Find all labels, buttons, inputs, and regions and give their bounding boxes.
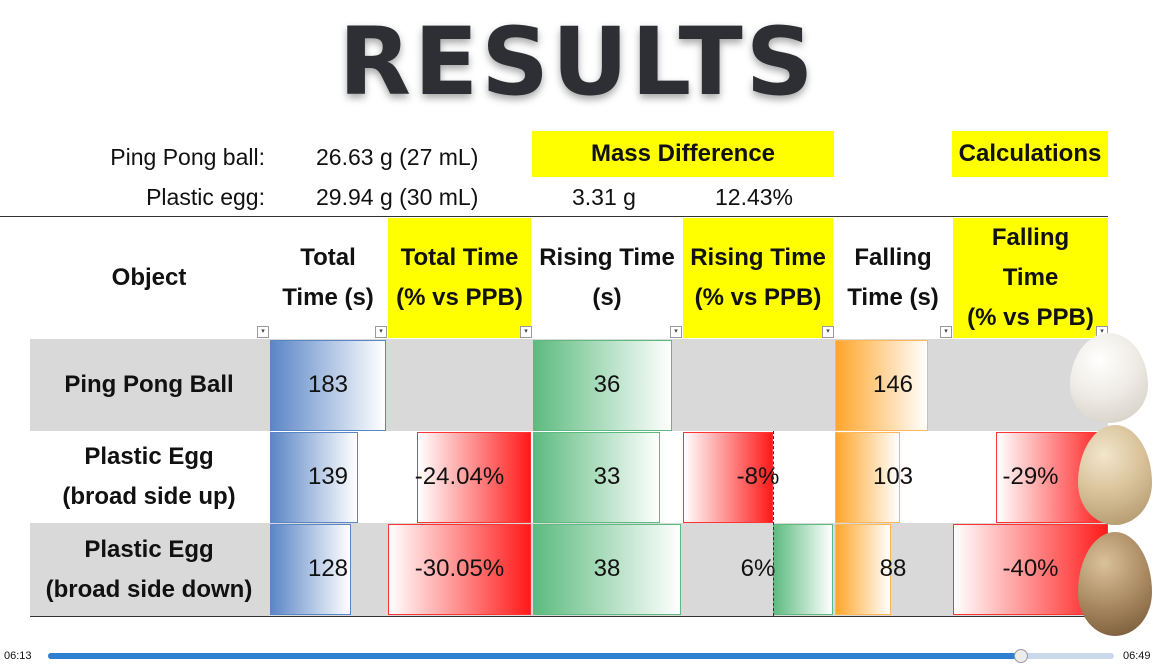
- total_pct-value: -30.05%: [414, 555, 505, 582]
- falling_pct-value: -29%: [1002, 463, 1059, 490]
- rising_pct-bar: [773, 524, 833, 615]
- header-falling-pct-line2: Time: [1002, 264, 1059, 291]
- plastic-egg-mass-value: 29.94 g (30 mL): [316, 184, 479, 210]
- seek-bar[interactable]: [48, 649, 1114, 663]
- total-value: 128: [307, 555, 349, 582]
- mass-difference-header: Mass Difference: [532, 131, 834, 177]
- seek-thumb[interactable]: [1014, 649, 1028, 663]
- divider-line: [0, 216, 1108, 217]
- object-sublabel: (broad side up): [62, 483, 236, 510]
- header-total-time-line1: Total: [300, 244, 356, 271]
- rising_pct-value: 6%: [740, 555, 776, 582]
- falling-bar: [835, 340, 928, 431]
- rising-bar: [533, 524, 681, 615]
- header-total-pct-line2: (% vs PPB): [396, 284, 523, 311]
- total-value: 139: [307, 463, 349, 490]
- falling_pct-value: -40%: [1002, 555, 1059, 582]
- header-falling-pct-line1: Falling: [991, 224, 1070, 251]
- falling-bar: [835, 432, 900, 523]
- object-cell-ping-pong: Ping Pong Ball: [30, 339, 268, 431]
- total_pct-bar: [417, 432, 531, 523]
- slide-title: RESULTS: [338, 8, 817, 117]
- header-total-time-line2: Time (s): [282, 284, 374, 311]
- object-sublabel: (broad side down): [45, 575, 253, 603]
- rising-value: 33: [593, 463, 621, 490]
- falling-value: 146: [872, 371, 914, 398]
- total_pct-value: -24.04%: [414, 463, 505, 490]
- ping-pong-ball-image: [1070, 333, 1148, 423]
- falling-bar: [835, 524, 891, 615]
- header-rising-pct-line2: (% vs PPB): [694, 284, 822, 311]
- plastic-egg-image-up: [1078, 425, 1152, 525]
- header-total-pct: Total Time (% vs PPB): [388, 218, 531, 338]
- total_pct-bar: [388, 524, 531, 615]
- object-cell-egg-up: Plastic Egg (broad side up): [30, 431, 268, 523]
- rising-bar: [533, 432, 660, 523]
- table-bottom-line: [30, 616, 1108, 617]
- header-rising-time-line2: (s): [592, 284, 622, 311]
- plastic-egg-mass-label: Plastic egg:: [146, 184, 265, 210]
- total-bar: [270, 524, 351, 615]
- object-label: Plastic Egg: [84, 443, 214, 470]
- header-rising-pct-line1: Rising Time: [690, 244, 826, 271]
- header-total-time: Total Time (s): [270, 218, 386, 338]
- rising_pct-value: -8%: [736, 463, 780, 490]
- object-cell-egg-down: Plastic Egg (broad side down): [30, 523, 268, 616]
- object-label: Ping Pong Ball: [64, 371, 234, 398]
- seek-bar-progress: [48, 653, 1020, 659]
- header-falling-time-line1: Falling: [854, 244, 932, 271]
- falling-value: 103: [872, 463, 914, 490]
- total-value: 183: [307, 371, 349, 398]
- ping-pong-mass-label: Ping Pong ball:: [110, 144, 265, 170]
- filter-dropdown-total-pct[interactable]: ▾: [520, 326, 532, 338]
- rising-value: 38: [593, 555, 621, 582]
- header-total-pct-line1: Total Time: [400, 244, 519, 271]
- header-falling-time-line2: Time (s): [847, 284, 939, 311]
- rising-pct-axis: [773, 431, 775, 616]
- mass-difference-percent: 12.43%: [715, 184, 794, 210]
- total-bar: [270, 432, 358, 523]
- filter-dropdown-falling-time[interactable]: ▾: [940, 326, 952, 338]
- filter-dropdown-object[interactable]: ▾: [257, 326, 269, 338]
- header-rising-time-line1: Rising Time: [539, 244, 675, 271]
- rising-value: 36: [593, 371, 621, 398]
- filter-dropdown-total-time[interactable]: ▾: [375, 326, 387, 338]
- rising-bar: [533, 340, 672, 431]
- rising_pct-bar: [683, 432, 773, 523]
- filter-dropdown-rising-pct[interactable]: ▾: [822, 326, 834, 338]
- header-falling-time: Falling Time (s): [835, 218, 951, 338]
- ping-pong-mass-value: 26.63 g (27 mL): [316, 144, 479, 170]
- header-object-label: Object: [111, 264, 187, 291]
- video-player-controls: 06:13 06:49: [0, 645, 1155, 667]
- header-falling-pct: Falling Time (% vs PPB): [953, 218, 1108, 338]
- calculations-header: Calculations: [952, 131, 1108, 177]
- elapsed-time: 06:13: [4, 650, 32, 662]
- object-label: Plastic Egg: [84, 535, 214, 563]
- header-rising-pct: Rising Time (% vs PPB): [683, 218, 833, 338]
- total-bar: [270, 340, 386, 431]
- falling-value: 88: [879, 555, 907, 582]
- total-duration: 06:49: [1123, 650, 1151, 662]
- header-rising-time: Rising Time (s): [533, 218, 681, 338]
- filter-dropdown-rising-time[interactable]: ▾: [670, 326, 682, 338]
- header-object: Object: [30, 218, 268, 338]
- plastic-egg-image-down: [1078, 532, 1152, 636]
- header-falling-pct-line3: (% vs PPB): [967, 304, 1094, 331]
- mass-difference-grams: 3.31 g: [572, 184, 636, 210]
